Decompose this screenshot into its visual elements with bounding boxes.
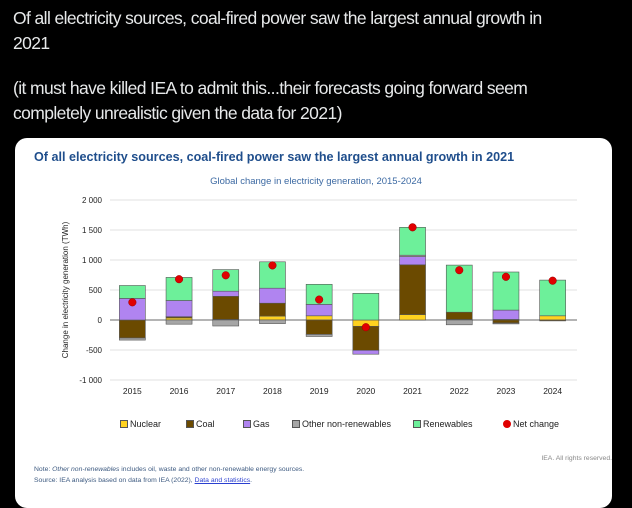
bar-nuclear-2016 bbox=[165, 317, 193, 321]
source-suffix: . bbox=[250, 477, 253, 484]
bar-gas-2019 bbox=[305, 304, 333, 317]
legend-label: Coal bbox=[196, 419, 215, 429]
bar-gas-2020 bbox=[352, 349, 380, 355]
bar-other-non-renewables-2022 bbox=[445, 319, 473, 326]
bar-renewables-2021 bbox=[399, 227, 426, 256]
bar-coal-2017 bbox=[212, 295, 240, 320]
legend-swatch bbox=[503, 420, 511, 428]
x-tick-label: 2024 bbox=[543, 386, 562, 396]
net-change-point-2018 bbox=[268, 261, 277, 270]
tweet-text-line-3: (it must have killed IEA to admit this..… bbox=[13, 78, 528, 98]
copyright-text: IEA. All rights reserved. bbox=[541, 455, 612, 462]
tweet-text-line-2: 2021 bbox=[13, 33, 50, 53]
bar-other-non-renewables-2023 bbox=[492, 322, 520, 325]
chart-source: Source: IEA analysis based on data from … bbox=[34, 477, 252, 484]
legend-item-renewables: Renewables bbox=[413, 419, 473, 429]
bar-other-non-renewables-2015 bbox=[119, 337, 146, 341]
legend-swatch bbox=[243, 420, 251, 428]
note-emphasis: Other non-renewables bbox=[52, 466, 120, 473]
legend-swatch bbox=[292, 420, 300, 428]
chart-title: Of all electricity sources, coal-fired p… bbox=[34, 150, 515, 164]
net-change-point-2020 bbox=[361, 323, 370, 332]
bar-renewables-2019 bbox=[305, 283, 333, 305]
legend-label: Other non-renewables bbox=[302, 419, 392, 429]
x-tick-label: 2015 bbox=[123, 386, 142, 396]
legend-item-other-non-renewables: Other non-renewables bbox=[292, 419, 391, 429]
legend-item-nuclear: Nuclear bbox=[120, 419, 161, 429]
bar-other-non-renewables-2017 bbox=[212, 319, 240, 327]
chart-note: Note: Other non-renewables includes oil,… bbox=[34, 466, 304, 473]
bar-coal-2015 bbox=[119, 319, 146, 339]
bar-coal-2018 bbox=[259, 302, 286, 317]
bar-coal-2021 bbox=[399, 264, 426, 315]
net-change-point-2022 bbox=[455, 266, 464, 275]
net-change-point-2024 bbox=[548, 276, 557, 285]
bar-nuclear-2018 bbox=[259, 315, 286, 321]
net-change-point-2023 bbox=[501, 272, 511, 281]
bar-coal-2022 bbox=[445, 311, 473, 320]
bar-other-non-renewables-2019 bbox=[305, 334, 333, 337]
bar-coal-2019 bbox=[305, 319, 333, 335]
x-tick-label: 2023 bbox=[496, 386, 515, 396]
bar-renewables-2024 bbox=[539, 279, 566, 317]
note-rest: includes oil, waste and other non-renewa… bbox=[119, 466, 305, 473]
y-tick-label: 500 bbox=[89, 286, 103, 295]
y-axis-title: Change in electricity generation (TWh) bbox=[61, 221, 70, 358]
net-change-point-2015 bbox=[128, 298, 137, 307]
bar-other-non-renewables-2018 bbox=[259, 319, 286, 324]
y-tick-label: 2 000 bbox=[82, 196, 103, 205]
bar-coal-2024 bbox=[539, 319, 566, 322]
bar-coal-2023 bbox=[492, 319, 520, 324]
y-tick-label: 1 500 bbox=[82, 226, 103, 235]
bar-gas-2017 bbox=[212, 290, 240, 297]
y-tick-label: -1 000 bbox=[79, 376, 102, 385]
legend-label: Net change bbox=[513, 419, 560, 429]
bar-nuclear-2024 bbox=[539, 315, 566, 321]
bar-nuclear-2021 bbox=[399, 314, 426, 321]
tweet-text-line-4: completely unrealistic given the data fo… bbox=[13, 103, 342, 123]
tweet-text-line-1: Of all electricity sources, coal-fired p… bbox=[13, 8, 542, 28]
data-and-statistics-link[interactable]: Data and statistics bbox=[194, 477, 251, 484]
y-tick-label: 1 000 bbox=[82, 256, 103, 265]
net-change-point-2016 bbox=[175, 275, 184, 284]
y-tick-label: -500 bbox=[86, 346, 103, 355]
legend-swatch bbox=[413, 420, 421, 428]
x-tick-label: 2022 bbox=[450, 386, 469, 396]
net-change-point-2019 bbox=[315, 295, 324, 304]
y-tick-label: 0 bbox=[98, 316, 103, 325]
chart-plot: 2 000 1 500 1 000 500 0 -500 -1 000 2015 2016 201… bbox=[61, 196, 577, 396]
x-tick-label: 2016 bbox=[170, 386, 189, 396]
net-change-point-2017 bbox=[221, 271, 230, 280]
x-tick-label: 2017 bbox=[216, 386, 235, 396]
bar-other-non-renewables-2016 bbox=[165, 319, 193, 325]
x-tick-label: 2021 bbox=[403, 386, 422, 396]
net-change-point-2021 bbox=[408, 223, 417, 232]
legend-item-coal: Coal bbox=[186, 419, 215, 429]
bar-renewables-2015 bbox=[119, 285, 146, 299]
source-prefix: Source: IEA analysis based on data from … bbox=[34, 477, 195, 484]
bar-renewables-2022 bbox=[445, 264, 473, 313]
bar-gas-2016 bbox=[165, 300, 193, 318]
x-tick-label: 2019 bbox=[310, 386, 329, 396]
legend-item-gas: Gas bbox=[243, 419, 270, 429]
legend-label: Gas bbox=[253, 419, 270, 429]
legend-swatch bbox=[186, 420, 194, 428]
chart-subtitle: Global change in electricity generation,… bbox=[210, 176, 422, 187]
note-prefix: Note: bbox=[34, 466, 53, 473]
legend-item-net-change: Net change bbox=[503, 419, 559, 429]
bar-gas-2018 bbox=[259, 287, 286, 304]
legend-label: Nuclear bbox=[130, 419, 162, 429]
bar-nuclear-2019 bbox=[305, 315, 333, 321]
legend-swatch bbox=[120, 420, 128, 428]
legend-label: Renewables bbox=[423, 419, 473, 429]
bar-renewables-2017 bbox=[212, 269, 240, 292]
bar-gas-2021 bbox=[399, 256, 426, 266]
x-tick-label: 2018 bbox=[263, 386, 282, 396]
bar-renewables-2020 bbox=[352, 292, 380, 321]
bar-gas-2023 bbox=[492, 309, 520, 320]
x-tick-label: 2020 bbox=[356, 386, 375, 396]
